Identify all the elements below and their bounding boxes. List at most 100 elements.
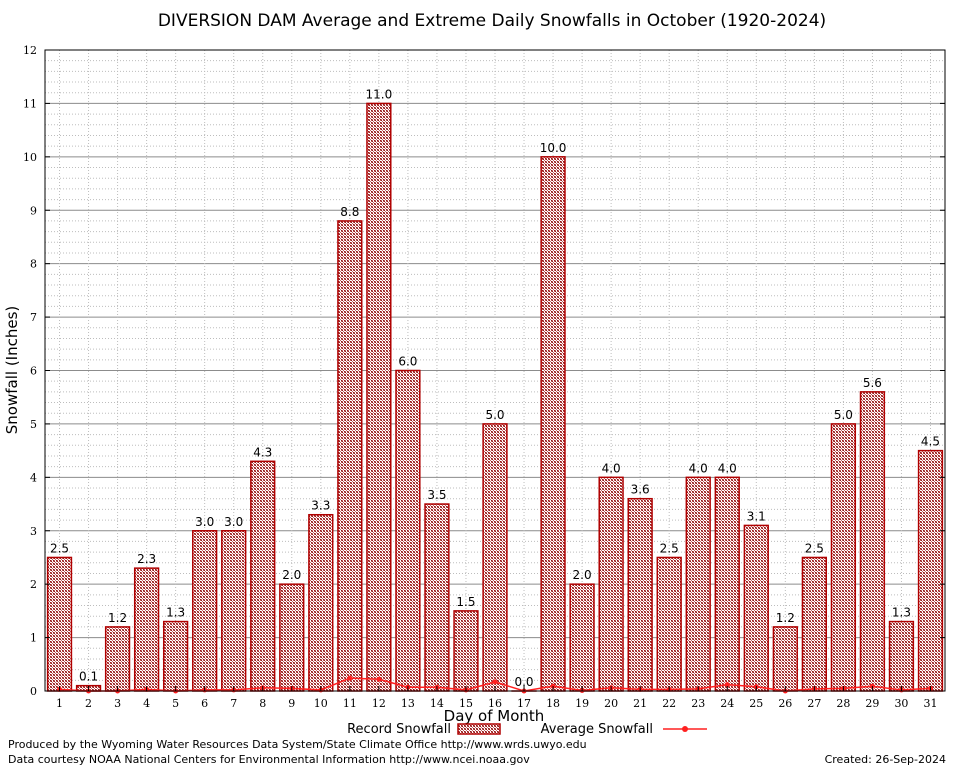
record-bar (627, 497, 653, 692)
x-tick-label: 11 (343, 697, 357, 710)
record-bar (859, 391, 886, 692)
bar-value-label: 1.3 (892, 606, 911, 620)
bar-value-label: 2.0 (282, 568, 301, 582)
x-tick-label: 9 (288, 697, 295, 710)
average-point (376, 676, 382, 682)
y-tick-label: 10 (23, 151, 37, 164)
y-tick-label: 8 (30, 258, 37, 271)
bar-value-label: 4.0 (718, 461, 737, 475)
bar-value-label: 5.0 (834, 408, 853, 422)
record-bar (656, 556, 682, 692)
data-labels: 2.5 0.1 1.2 2.3 1.3 3.0 3.0 4.3 2.0 3.3 8.8 11.0 6.0… (50, 87, 940, 689)
legend-average-marker (682, 726, 688, 732)
footer-created: Created: 26-Sep-2024 (824, 753, 946, 766)
record-bar (192, 530, 218, 692)
record-bar (221, 530, 247, 692)
x-tick-label: 22 (662, 697, 676, 710)
y-tick-label: 4 (30, 471, 37, 484)
legend-record-label: Record Snowfall (347, 722, 451, 737)
x-tick-label: 29 (865, 697, 879, 710)
y-tick-label: 0 (30, 685, 37, 698)
record-bar (685, 476, 711, 692)
x-tick-label: 20 (604, 697, 618, 710)
chart-title: DIVERSION DAM Average and Extreme Daily … (158, 11, 826, 31)
x-tick-label: 21 (633, 697, 647, 710)
y-tick-label: 7 (30, 311, 37, 324)
x-tick-label: 2 (85, 697, 92, 710)
y-tick-label: 1 (30, 632, 37, 645)
record-bar (46, 556, 73, 692)
record-bar (104, 626, 131, 692)
bar-value-label: 3.0 (224, 515, 243, 529)
x-tick-label: 13 (401, 697, 415, 710)
record-bar (250, 460, 276, 692)
x-tick-label: 18 (546, 697, 560, 710)
record-bar (540, 156, 566, 692)
x-tick-label: 28 (836, 697, 850, 710)
legend: Record Snowfall Average Snowfall (347, 722, 707, 737)
bar-value-label: 8.8 (340, 205, 359, 219)
y-tick-label: 12 (23, 44, 37, 57)
x-axis-ticks: 1 2 3 4 5 6 7 8 9 10 11 12 13 14 15 16 17 18 19 20 21 22 23 24 2… (56, 686, 937, 710)
x-tick-label: 5 (172, 697, 179, 710)
record-bar (279, 583, 305, 692)
average-point (347, 675, 353, 681)
record-bar (569, 583, 595, 692)
bar-value-label: 11.0 (366, 87, 393, 101)
bar-value-label: 0.0 (514, 675, 533, 689)
bar-value-label: 1.2 (108, 611, 127, 625)
y-tick-label: 2 (30, 578, 37, 591)
x-tick-label: 26 (778, 697, 792, 710)
x-tick-label: 25 (749, 697, 763, 710)
record-bar (366, 102, 392, 692)
bar-value-label: 2.5 (805, 541, 824, 555)
footer-courtesy: Data courtesy NOAA National Centers for … (8, 753, 530, 766)
x-tick-label: 14 (430, 697, 444, 710)
x-tick-label: 31 (923, 697, 937, 710)
x-tick-label: 15 (459, 697, 473, 710)
record-bar (598, 476, 624, 692)
x-tick-label: 17 (517, 697, 531, 710)
x-tick-label: 27 (807, 697, 821, 710)
legend-record-swatch (457, 723, 501, 735)
bar-value-label: 2.5 (50, 541, 69, 555)
average-point (492, 679, 498, 685)
bar-value-label: 4.0 (602, 461, 621, 475)
record-bar (482, 423, 508, 692)
x-tick-label: 8 (259, 697, 266, 710)
y-tick-label: 11 (23, 97, 37, 110)
x-tick-label: 6 (201, 697, 208, 710)
bar-value-label: 5.0 (485, 408, 504, 422)
x-tick-label: 16 (488, 697, 502, 710)
bar-value-label: 6.0 (398, 355, 417, 369)
record-bar (162, 620, 189, 692)
legend-average-label: Average Snowfall (541, 722, 653, 737)
record-bar (395, 369, 421, 692)
y-tick-label: 6 (30, 365, 37, 378)
bar-value-label: 10.0 (540, 141, 567, 155)
bar-value-label: 4.5 (921, 435, 940, 449)
x-tick-label: 10 (314, 697, 328, 710)
x-tick-label: 1 (56, 697, 63, 710)
bar-value-label: 0.1 (79, 670, 98, 684)
record-bar (133, 567, 160, 692)
bar-value-label: 3.0 (195, 515, 214, 529)
bar-value-label: 4.3 (253, 445, 272, 459)
x-tick-label: 23 (691, 697, 705, 710)
bar-value-label: 1.3 (166, 606, 185, 620)
bar-value-label: 3.1 (747, 509, 766, 523)
y-axis-label: Snowfall (Inches) (3, 306, 21, 434)
bar-value-label: 3.6 (631, 483, 650, 497)
record-bar (830, 423, 857, 692)
x-tick-label: 7 (230, 697, 237, 710)
record-bar (743, 524, 769, 692)
bar-value-label: 1.2 (776, 611, 795, 625)
bar-value-label: 3.5 (427, 488, 446, 502)
bar-value-label: 5.6 (863, 376, 882, 390)
bar-value-label: 3.3 (311, 499, 330, 513)
x-axis-label: Day of Month (444, 707, 545, 725)
y-tick-label: 9 (30, 204, 37, 217)
average-point (724, 682, 730, 688)
